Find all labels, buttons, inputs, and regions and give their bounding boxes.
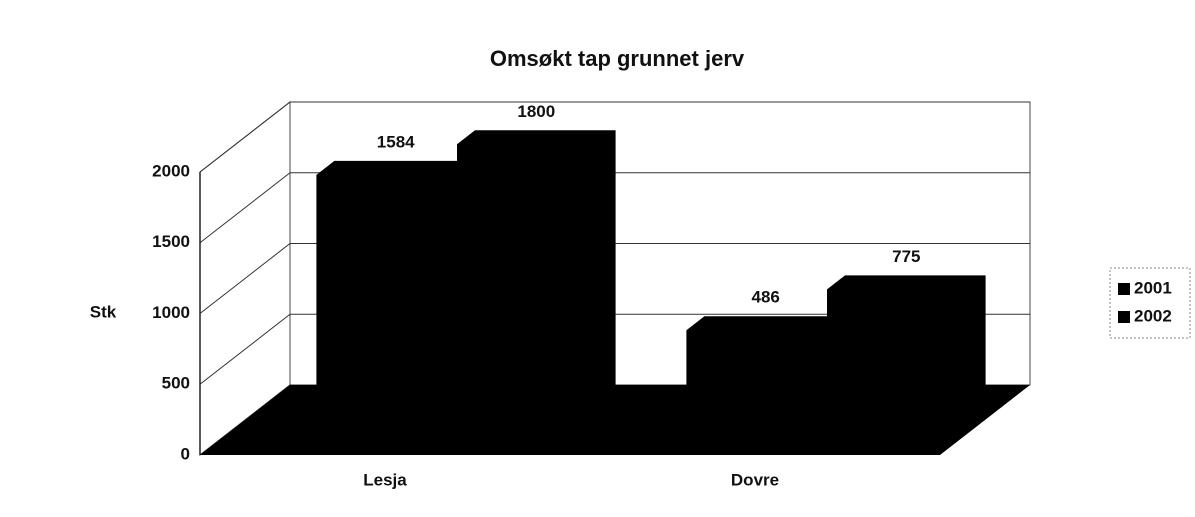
bar (827, 275, 986, 399)
data-label: 1584 (377, 132, 415, 151)
x-tick-label: Lesja (363, 470, 407, 489)
y-tick-label: 1500 (152, 232, 190, 251)
legend-label: 2002 (1134, 306, 1172, 325)
bar (316, 160, 475, 399)
grid-line (199, 313, 1030, 385)
data-label: 775 (892, 247, 920, 266)
data-label: 1800 (517, 102, 555, 121)
y-tick-label: 1000 (152, 303, 190, 322)
y-tick-label: 500 (162, 374, 190, 393)
y-axis-label: Stk (90, 302, 117, 321)
legend-swatch (1118, 283, 1130, 295)
floor (200, 385, 1030, 455)
grid-line (199, 101, 1030, 173)
legend-label: 2001 (1134, 278, 1172, 297)
legend-box (1109, 267, 1191, 339)
data-label: 486 (752, 288, 780, 307)
bar (457, 130, 616, 400)
x-tick-label: Dovre (731, 470, 779, 489)
chart-title: Omsøkt tap grunnet jerv (490, 46, 745, 71)
y-tick-label: 2000 (152, 161, 190, 180)
legend-swatch (1118, 311, 1130, 323)
bar (686, 316, 845, 399)
grid-line (199, 172, 1030, 244)
grid-line (199, 243, 1030, 314)
y-tick-label: 0 (181, 444, 190, 463)
